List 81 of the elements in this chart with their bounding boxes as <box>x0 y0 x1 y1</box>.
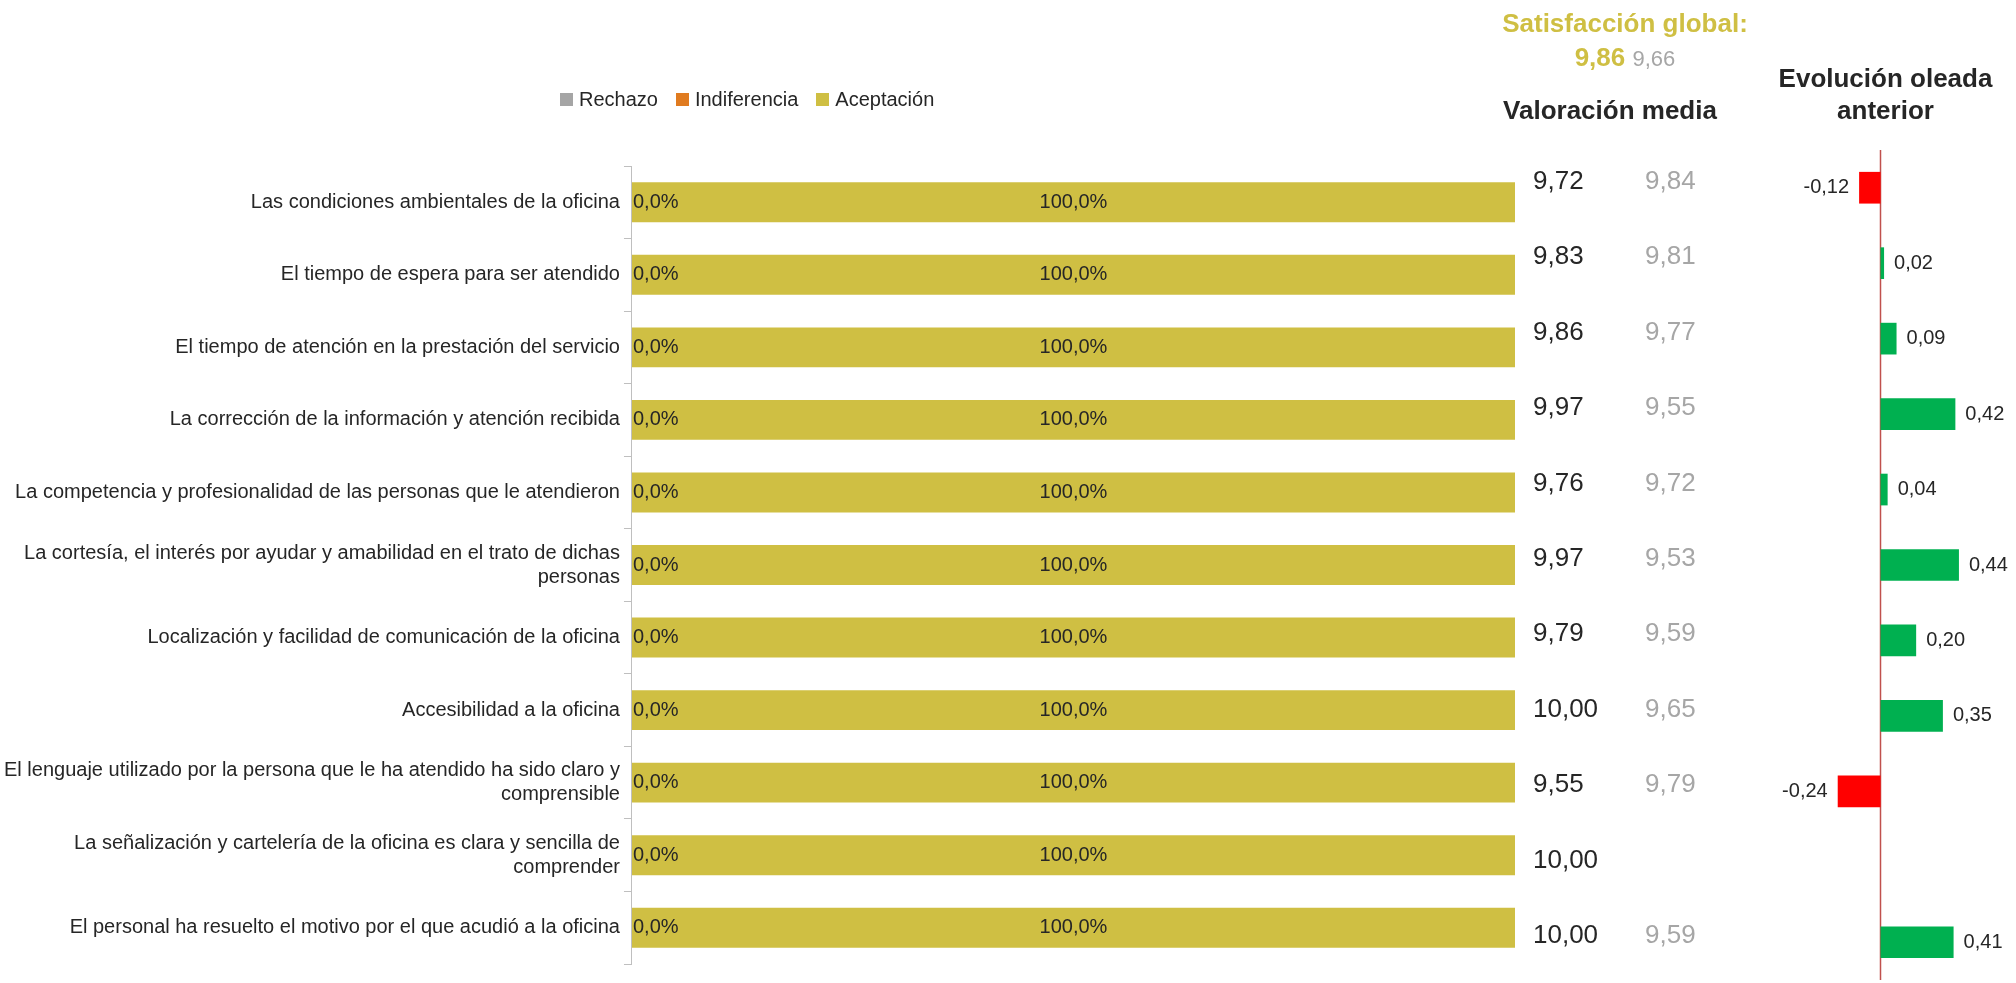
data-label: 0,0% <box>632 770 679 793</box>
data-label: 0,02 <box>1894 250 1933 273</box>
text: 9,65 <box>1645 692 1696 724</box>
text: 9,55 <box>1533 767 1584 799</box>
text: 9,66 <box>1632 46 1676 71</box>
y-tick-label: Accesibilidad a la oficina <box>402 697 621 720</box>
data-label: 0,0% <box>632 697 679 720</box>
y-tick-label: El tiempo de atención en la prestación del servicio <box>175 334 620 357</box>
data-label: 100,0% <box>1039 262 1108 285</box>
data-label: 0,0% <box>632 625 679 648</box>
data-label: 100,0% <box>1039 552 1108 575</box>
chart-title: Evolución oleada anterior <box>1777 62 1994 126</box>
y-tick-label: El tiempo de espera para ser atendido <box>280 262 620 285</box>
y-tick-label: La competencia y profesionalidad de las personas que le atendieron <box>15 479 620 502</box>
text: 9,76 <box>1533 466 1584 498</box>
bar <box>1880 398 1956 430</box>
data-label: 0,0% <box>632 915 679 938</box>
data-label: 0,44 <box>1968 552 2008 575</box>
y-tick-label: La cortesía, el interés por ayudar y amabilidad en el trato de dichas personas <box>24 540 620 587</box>
text: 9,55 <box>1645 390 1696 422</box>
data-label: 100,0% <box>1039 915 1108 938</box>
text: 9,86 <box>1574 42 1626 72</box>
text: 9,72 <box>1533 164 1584 196</box>
legend-label: Aceptación <box>834 88 935 111</box>
data-label: 100,0% <box>1039 334 1108 357</box>
data-label: 100,0% <box>1039 842 1108 865</box>
text: 9,53 <box>1645 541 1696 573</box>
bar <box>1880 624 1917 657</box>
text: 9,86 <box>1533 315 1584 347</box>
y-tick-label: La señalización y cartelería de la oficina es clara y sencilla de comprender <box>74 830 621 877</box>
data-label: -0,24 <box>1782 778 1828 801</box>
bar <box>1859 171 1881 204</box>
bar <box>1880 322 1897 355</box>
legend-label: Indiferencia <box>693 88 799 111</box>
data-label: 0,04 <box>1897 477 1937 500</box>
data-label: 0,0% <box>632 407 679 430</box>
text: Satisfacción global: <box>1502 8 1748 38</box>
text: 9,59 <box>1645 616 1696 648</box>
text: 9,84 <box>1645 164 1696 196</box>
data-label: 0,09 <box>1906 326 1946 349</box>
text: 9,79 <box>1645 767 1696 799</box>
data-label: 100,0% <box>1039 770 1108 793</box>
bar <box>1837 775 1881 808</box>
text: 10,00 <box>1533 843 1599 875</box>
data-label: 0,0% <box>632 479 679 502</box>
data-label: 0,42 <box>1965 401 2005 424</box>
data-label: -0,12 <box>1803 175 1850 198</box>
text: 9,59 <box>1645 918 1696 950</box>
text: Valoración media <box>1502 94 1718 126</box>
data-label: 0,41 <box>1963 929 2003 952</box>
data-label: 0,0% <box>632 334 679 357</box>
data-label: 100,0% <box>1039 697 1108 720</box>
data-label: 0,0% <box>632 189 679 212</box>
y-tick-label: El personal ha resuelto el motivo por el que acudió a la oficina <box>69 915 621 938</box>
bar <box>1880 926 1954 959</box>
y-tick-label: Las condiciones ambientales de la oficina <box>250 189 621 212</box>
data-label: 100,0% <box>1039 189 1108 212</box>
text: 9,97 <box>1533 390 1584 422</box>
text: 9,81 <box>1645 239 1696 271</box>
bar <box>1880 549 1959 581</box>
text: 9,97 <box>1533 541 1584 573</box>
data-label: 0,35 <box>1952 703 1992 726</box>
data-label: 0,0% <box>632 262 679 285</box>
text: 9,83 <box>1533 239 1584 271</box>
data-label: 100,0% <box>1039 407 1108 430</box>
text: 9,77 <box>1645 315 1696 347</box>
bar <box>1880 473 1888 506</box>
y-tick-label: El lenguaje utilizado por la persona que le ha atendido ha sido claro y comprensible <box>3 758 620 805</box>
y-tick-label: La corrección de la información y atención recibida <box>169 407 621 430</box>
data-label: 0,0% <box>632 552 679 575</box>
data-label: 0,0% <box>632 842 679 865</box>
data-label: 0,20 <box>1926 627 1966 650</box>
data-label: 100,0% <box>1039 479 1108 502</box>
text: 9,79 <box>1533 616 1584 648</box>
y-tick-label: Localización y facilidad de comunicación de la oficina <box>147 625 621 648</box>
text: 10,00 <box>1533 918 1599 950</box>
text: 9,72 <box>1645 466 1696 498</box>
text: 10,00 <box>1533 692 1599 724</box>
legend-label: Rechazo <box>578 88 658 111</box>
data-label: 100,0% <box>1039 625 1108 648</box>
bar <box>1880 700 1943 732</box>
